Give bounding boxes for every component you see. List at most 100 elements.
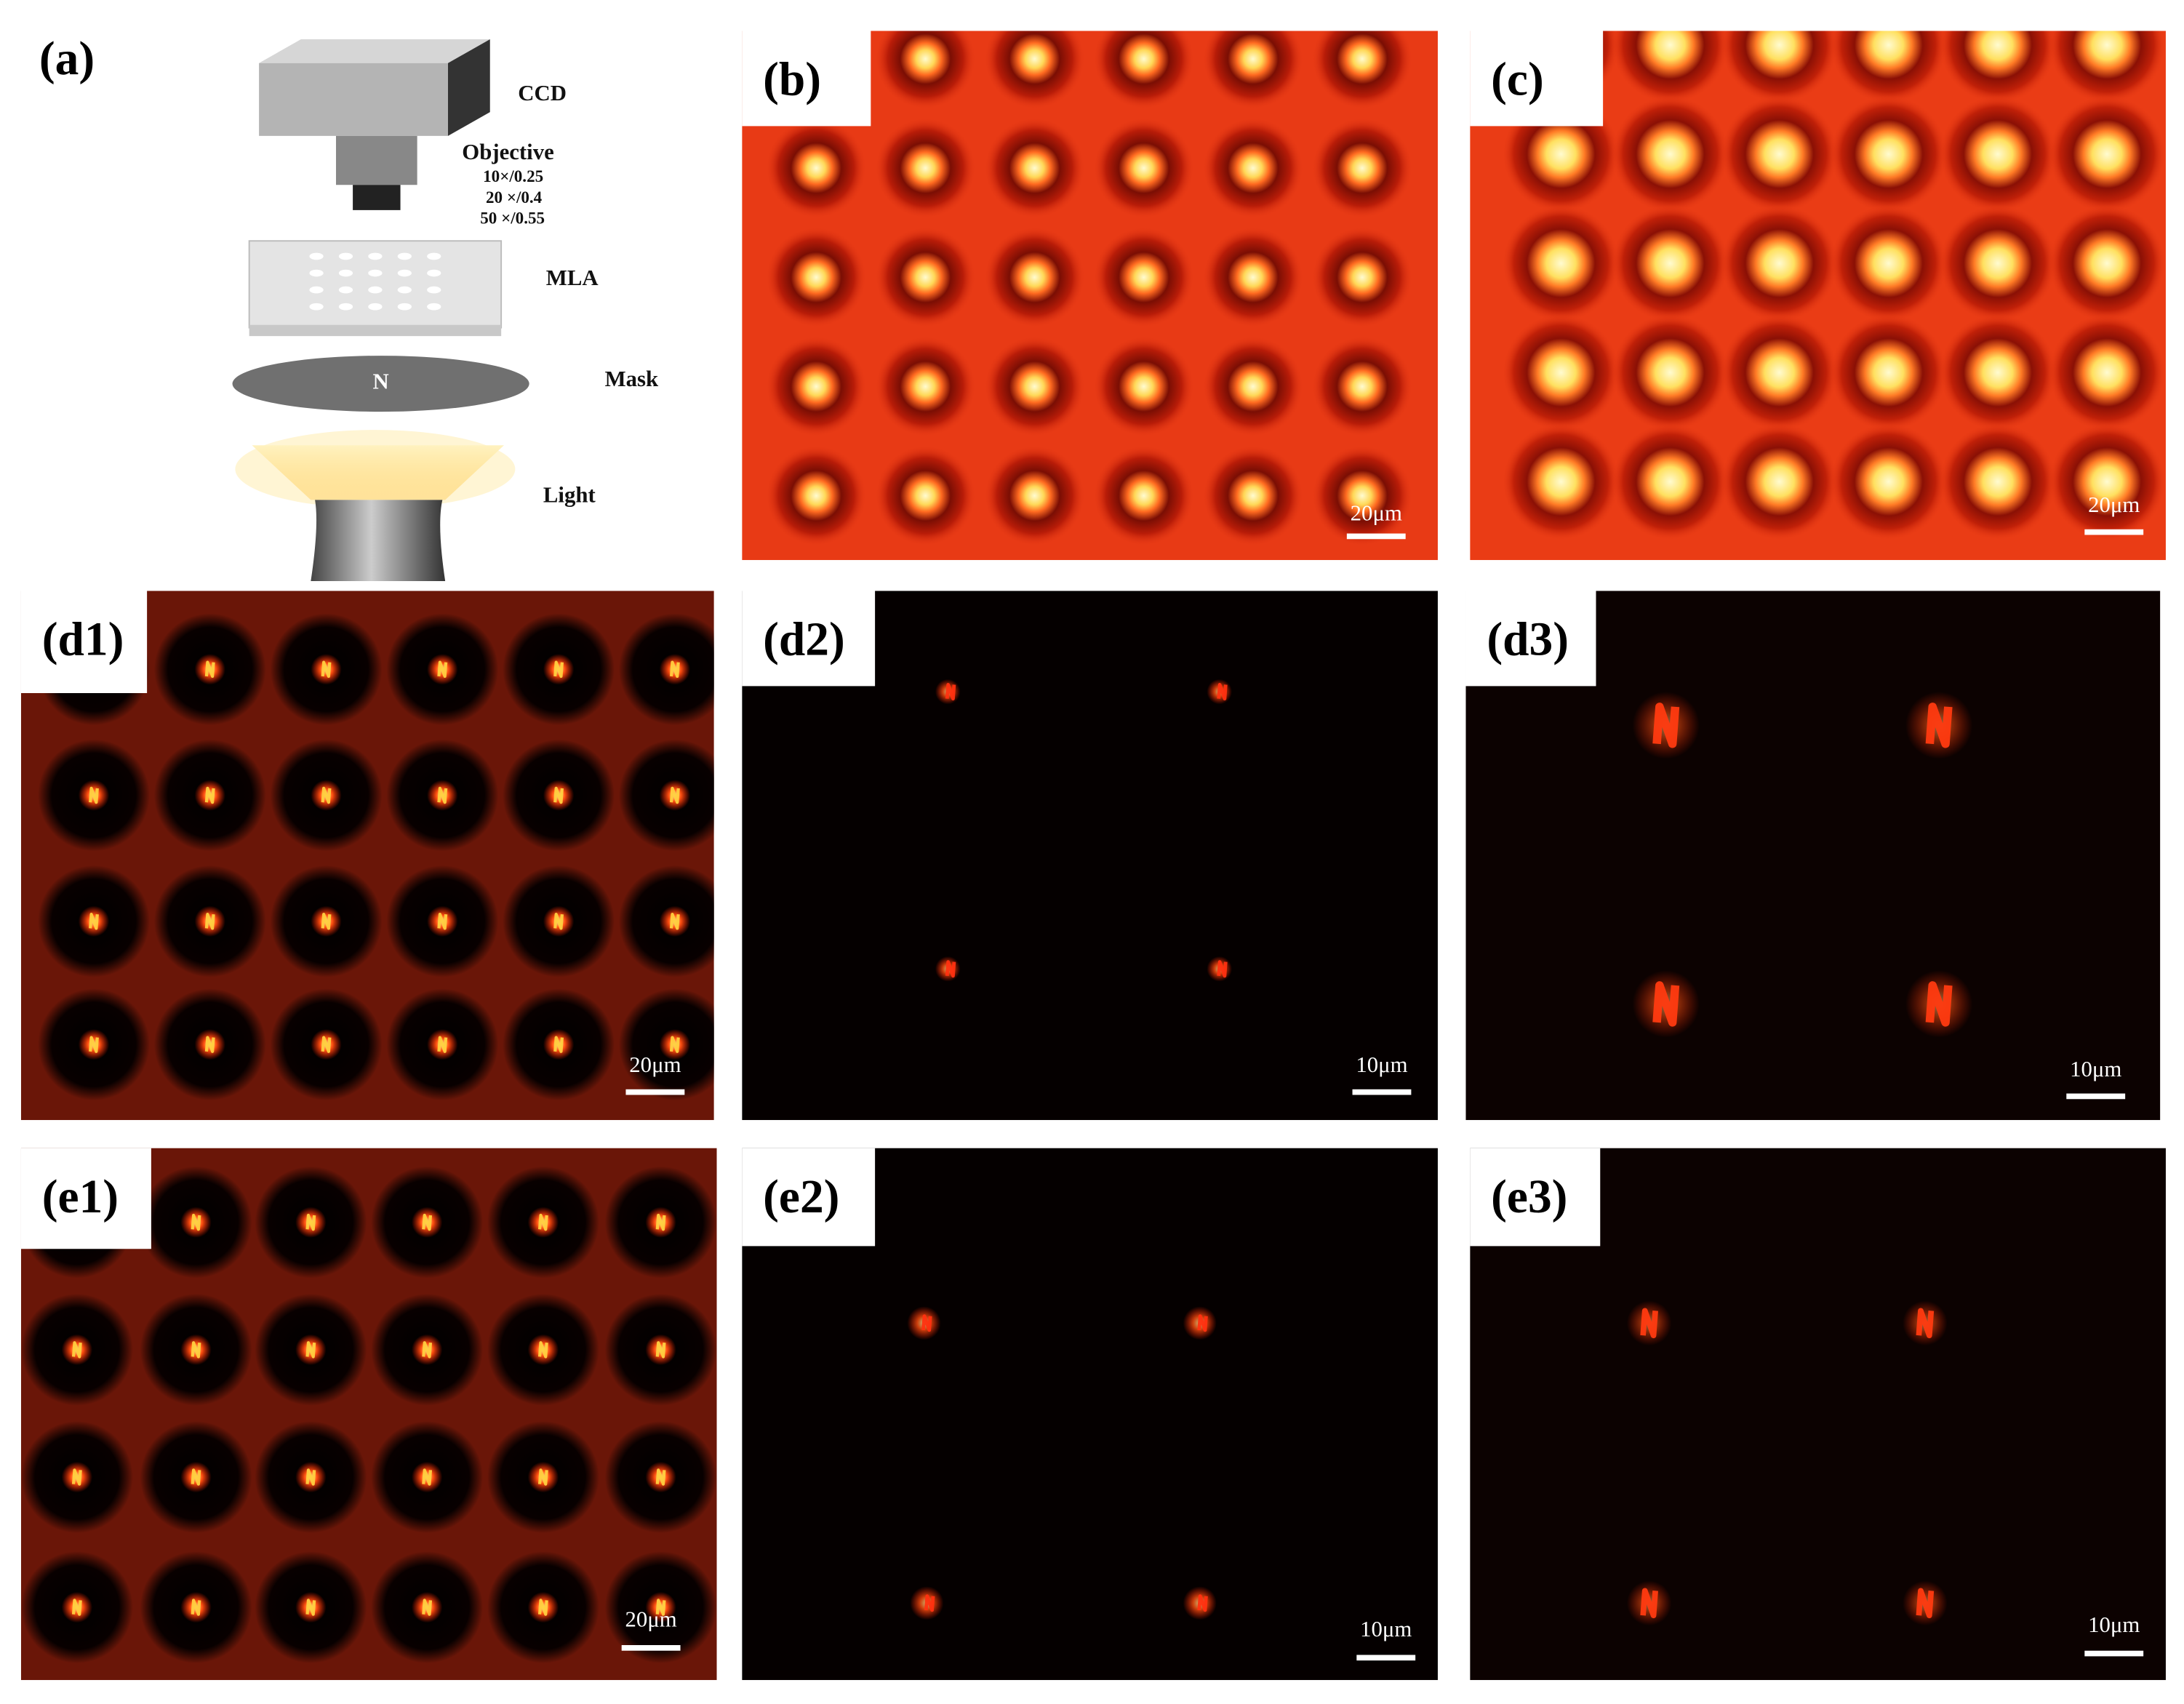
- scale-bar: [1356, 1655, 1416, 1661]
- letter-n-image: [1640, 1308, 1658, 1339]
- lens: [309, 269, 324, 277]
- panel-label: (e1): [42, 1171, 119, 1223]
- letter-n-image: [669, 786, 680, 804]
- lens-focus: [1502, 313, 1620, 432]
- letter-n-image: [437, 660, 448, 679]
- lens: [397, 303, 412, 311]
- lens-focus: [1939, 423, 2057, 541]
- micrograph-panel: [20, 1148, 717, 1681]
- letter-n-image: [422, 1468, 433, 1486]
- letter-n-image: [924, 1594, 935, 1612]
- lens-focus: [1502, 423, 1620, 541]
- lens-focus: [1611, 31, 1729, 104]
- letter-n-image: [537, 1213, 548, 1231]
- letter-n-image: [1916, 1588, 1935, 1619]
- panel-label: (e3): [1491, 1171, 1567, 1223]
- lens-focus: [984, 336, 1085, 437]
- letter-n-image: [1640, 1588, 1658, 1619]
- lens: [397, 269, 412, 277]
- letter-n-image: [655, 1213, 666, 1231]
- lens-focus: [1093, 445, 1195, 546]
- letter-n-image: [553, 660, 564, 679]
- lens-focus: [765, 117, 867, 219]
- lens-focus: [1202, 336, 1304, 437]
- lens: [427, 252, 441, 260]
- lens-focus: [984, 445, 1085, 546]
- micrograph-panel: [742, 1148, 1438, 1681]
- label-cutout: [20, 591, 148, 694]
- lens: [368, 252, 383, 260]
- scale-bar-label: 10μm: [2070, 1057, 2121, 1081]
- lens-focus: [984, 117, 1085, 219]
- scale-bar: [1352, 1089, 1412, 1095]
- scale-bar-label: 10μm: [1360, 1617, 1412, 1641]
- objective-label: Objective: [462, 140, 554, 164]
- letter-n-image: [71, 1599, 82, 1616]
- letter-n-image: [655, 1341, 666, 1359]
- lens-focus: [1720, 423, 1839, 541]
- mask-disk: [232, 356, 529, 412]
- lens-focus: [1829, 31, 1948, 104]
- lens: [368, 303, 383, 311]
- letter-n-image: [921, 1314, 932, 1332]
- panel-label: (d3): [1487, 614, 1569, 666]
- micrograph-panel: [742, 31, 1438, 561]
- letter-n-image: [437, 913, 448, 930]
- mla-base: [249, 324, 502, 337]
- label-cutout: [742, 31, 871, 127]
- letter-n-image: [191, 1599, 201, 1616]
- micrographs: (b) 20μm (c) 20μm (d1) 20μm (d2) 10μm (d3) 10μm (e…: [20, 31, 2166, 1681]
- lens: [338, 303, 353, 311]
- letter-n-image: [204, 660, 215, 679]
- letter-n-image: [191, 1468, 201, 1486]
- lens: [427, 286, 441, 294]
- letter-n-image: [945, 683, 956, 701]
- scale-bar-label: 20μm: [629, 1052, 681, 1077]
- letter-n-image: [321, 660, 332, 679]
- letter-n-image: [71, 1468, 82, 1486]
- letter-n-image: [1925, 703, 1953, 748]
- letter-n-image: [321, 1036, 332, 1053]
- lens-focus: [1720, 313, 1839, 432]
- lens: [397, 286, 412, 294]
- lens-focus: [984, 31, 1085, 110]
- lens: [397, 252, 412, 260]
- letter-n-image: [1197, 1594, 1208, 1612]
- lens-focus: [1311, 117, 1413, 219]
- panel-label: (e2): [763, 1171, 839, 1223]
- letter-n-image: [305, 1468, 316, 1486]
- lens-focus: [1202, 226, 1304, 328]
- lens-focus: [765, 445, 867, 546]
- lens-focus: [875, 117, 976, 219]
- letter-n-image: [305, 1213, 316, 1231]
- lens-focus: [1093, 226, 1195, 328]
- light-label: Light: [543, 483, 596, 508]
- lens-focus: [1939, 95, 2057, 213]
- letter-n-image: [1925, 981, 1953, 1027]
- magnification: 50 ×/0.55: [480, 209, 545, 228]
- label-cutout: [742, 1148, 876, 1247]
- lens: [309, 303, 324, 311]
- ccd-label: CCD: [518, 81, 567, 105]
- lens-focus: [1939, 31, 2057, 104]
- letter-n-image: [1197, 1314, 1208, 1332]
- lens-focus: [1829, 204, 1948, 322]
- lens: [338, 269, 353, 277]
- letter-n-image: [422, 1213, 433, 1231]
- lens-focus: [1720, 95, 1839, 213]
- lens-focus: [1720, 204, 1839, 322]
- letter-n-image: [89, 913, 99, 930]
- panel-label: (d2): [763, 614, 845, 666]
- letter-n-image: [655, 1599, 666, 1616]
- lens-focus: [2048, 95, 2166, 213]
- letter-n-image: [422, 1341, 433, 1359]
- lens-focus: [1093, 117, 1195, 219]
- setup-diagram: (a) CCD Objective 10×/0.25 20 ×/0.4 50 ×…: [39, 33, 659, 582]
- micrograph-panel: [742, 591, 1438, 1121]
- letter-n-image: [553, 913, 564, 930]
- letter-n-image: [537, 1468, 548, 1486]
- letter-n-image: [71, 1341, 82, 1359]
- ccd-front: [259, 63, 448, 136]
- scale-bar-label: 20μm: [625, 1607, 676, 1631]
- label-cutout: [1470, 31, 1604, 127]
